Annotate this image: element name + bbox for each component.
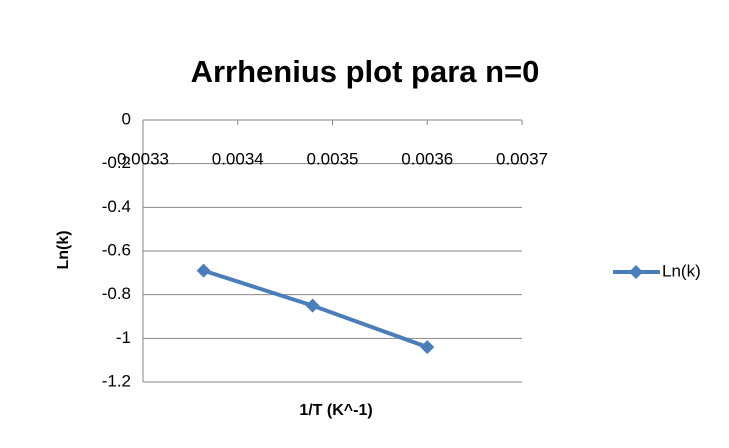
- legend-label: Ln(k): [662, 261, 701, 280]
- y-tick-label: -0.8: [102, 284, 131, 303]
- x-tick-label: 0.0035: [307, 149, 359, 168]
- data-point: [420, 340, 434, 354]
- y-tick-label: -1: [116, 328, 131, 347]
- y-axis-title: Ln(k): [55, 230, 72, 269]
- x-axis-title: 1/T (K^-1): [299, 402, 372, 419]
- chart: Arrhenius plot para n=0 1/T (K^-1) Ln(k)…: [0, 0, 729, 448]
- x-tick-label: 0.0036: [401, 149, 453, 168]
- x-tick-label: 0.0037: [496, 149, 548, 168]
- y-tick-label: 0: [122, 109, 131, 128]
- y-tick-label: -0.6: [102, 240, 131, 259]
- x-tick-label: 0.0033: [117, 149, 169, 168]
- x-tick-label: 0.0034: [212, 149, 264, 168]
- chart-title: Arrhenius plot para n=0: [191, 54, 540, 89]
- data-point: [197, 264, 211, 278]
- data-point: [306, 299, 320, 313]
- y-tick-label: -1.2: [102, 371, 131, 390]
- y-tick-label: -0.4: [102, 197, 131, 216]
- legend-marker: [629, 265, 643, 279]
